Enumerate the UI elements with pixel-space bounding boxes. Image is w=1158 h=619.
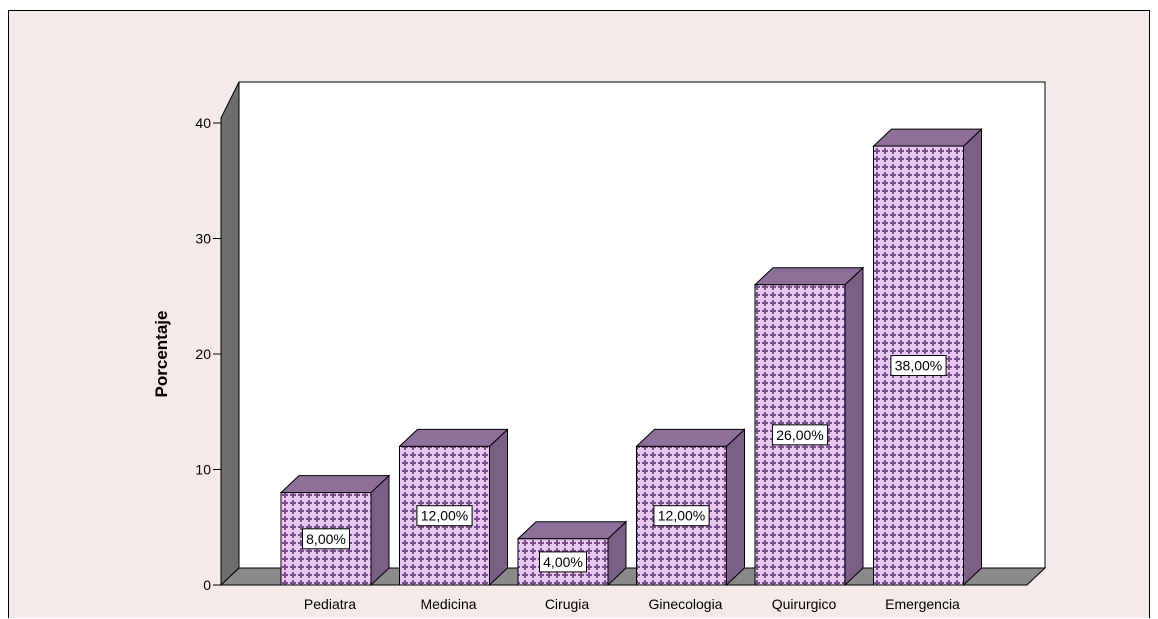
- bar: 4,00%: [516, 520, 628, 587]
- data-label-box: [653, 505, 710, 527]
- bar-side: [489, 428, 508, 587]
- y-tick-label: 0: [203, 577, 211, 593]
- y-axis: 0 10 20 30 40: [195, 115, 222, 593]
- x-tick-label: Ginecologia: [649, 596, 723, 612]
- data-label: 12,00%: [421, 508, 468, 524]
- bar-top: [398, 428, 509, 447]
- data-label: 38,00%: [895, 358, 942, 374]
- bar: 38,00%: [872, 127, 983, 587]
- data-label-box: [890, 355, 947, 377]
- data-label-box: [771, 424, 829, 446]
- side-wall: [220, 81, 240, 587]
- data-label: 8,00%: [306, 531, 346, 547]
- data-label: 12,00%: [658, 508, 705, 524]
- y-tick-label: 20: [195, 346, 211, 362]
- x-tick-label: Medicina: [420, 596, 476, 612]
- x-tick-label: Pediatra: [304, 596, 356, 612]
- chart-frame: 0 10 20 30 40 8,00% 12,00% 4,00% 12,00% 26,00% 38…: [8, 10, 1150, 618]
- bar: 8,00%: [279, 474, 391, 587]
- bar-side: [844, 266, 864, 587]
- bar-chart: 0 10 20 30 40 8,00% 12,00% 4,00% 12,00% 26,00% 38…: [152, 81, 1047, 612]
- x-tick-label: Cirugia: [545, 596, 590, 612]
- bar-side: [726, 428, 745, 587]
- bar-top: [516, 521, 628, 540]
- bars: 8,00% 12,00% 4,00% 12,00% 26,00% 38,00%: [279, 127, 983, 587]
- bar-top: [635, 428, 746, 447]
- data-label-box: [302, 528, 350, 550]
- bar-top: [279, 475, 391, 494]
- y-tick-label: 10: [195, 462, 211, 478]
- bar-side: [370, 474, 390, 587]
- bar: 12,00%: [398, 428, 509, 587]
- bar-top: [753, 267, 865, 286]
- data-label: 26,00%: [776, 427, 823, 443]
- bar-side: [963, 127, 982, 587]
- bar: 26,00%: [753, 266, 865, 587]
- y-axis-title: Porcentaje: [152, 311, 171, 398]
- data-label-box: [539, 551, 587, 573]
- data-label-box: [416, 505, 473, 527]
- y-tick-label: 30: [195, 231, 211, 247]
- x-axis: Pediatra Medicina Cirugia Ginecologia Quirur…: [304, 596, 960, 612]
- y-tick-label: 40: [195, 115, 211, 131]
- bar-top: [872, 128, 983, 147]
- bar: 12,00%: [635, 428, 746, 587]
- x-tick-label: Emergencia: [885, 596, 960, 612]
- data-label: 4,00%: [543, 554, 583, 570]
- x-tick-label: Quirurgico: [772, 596, 837, 612]
